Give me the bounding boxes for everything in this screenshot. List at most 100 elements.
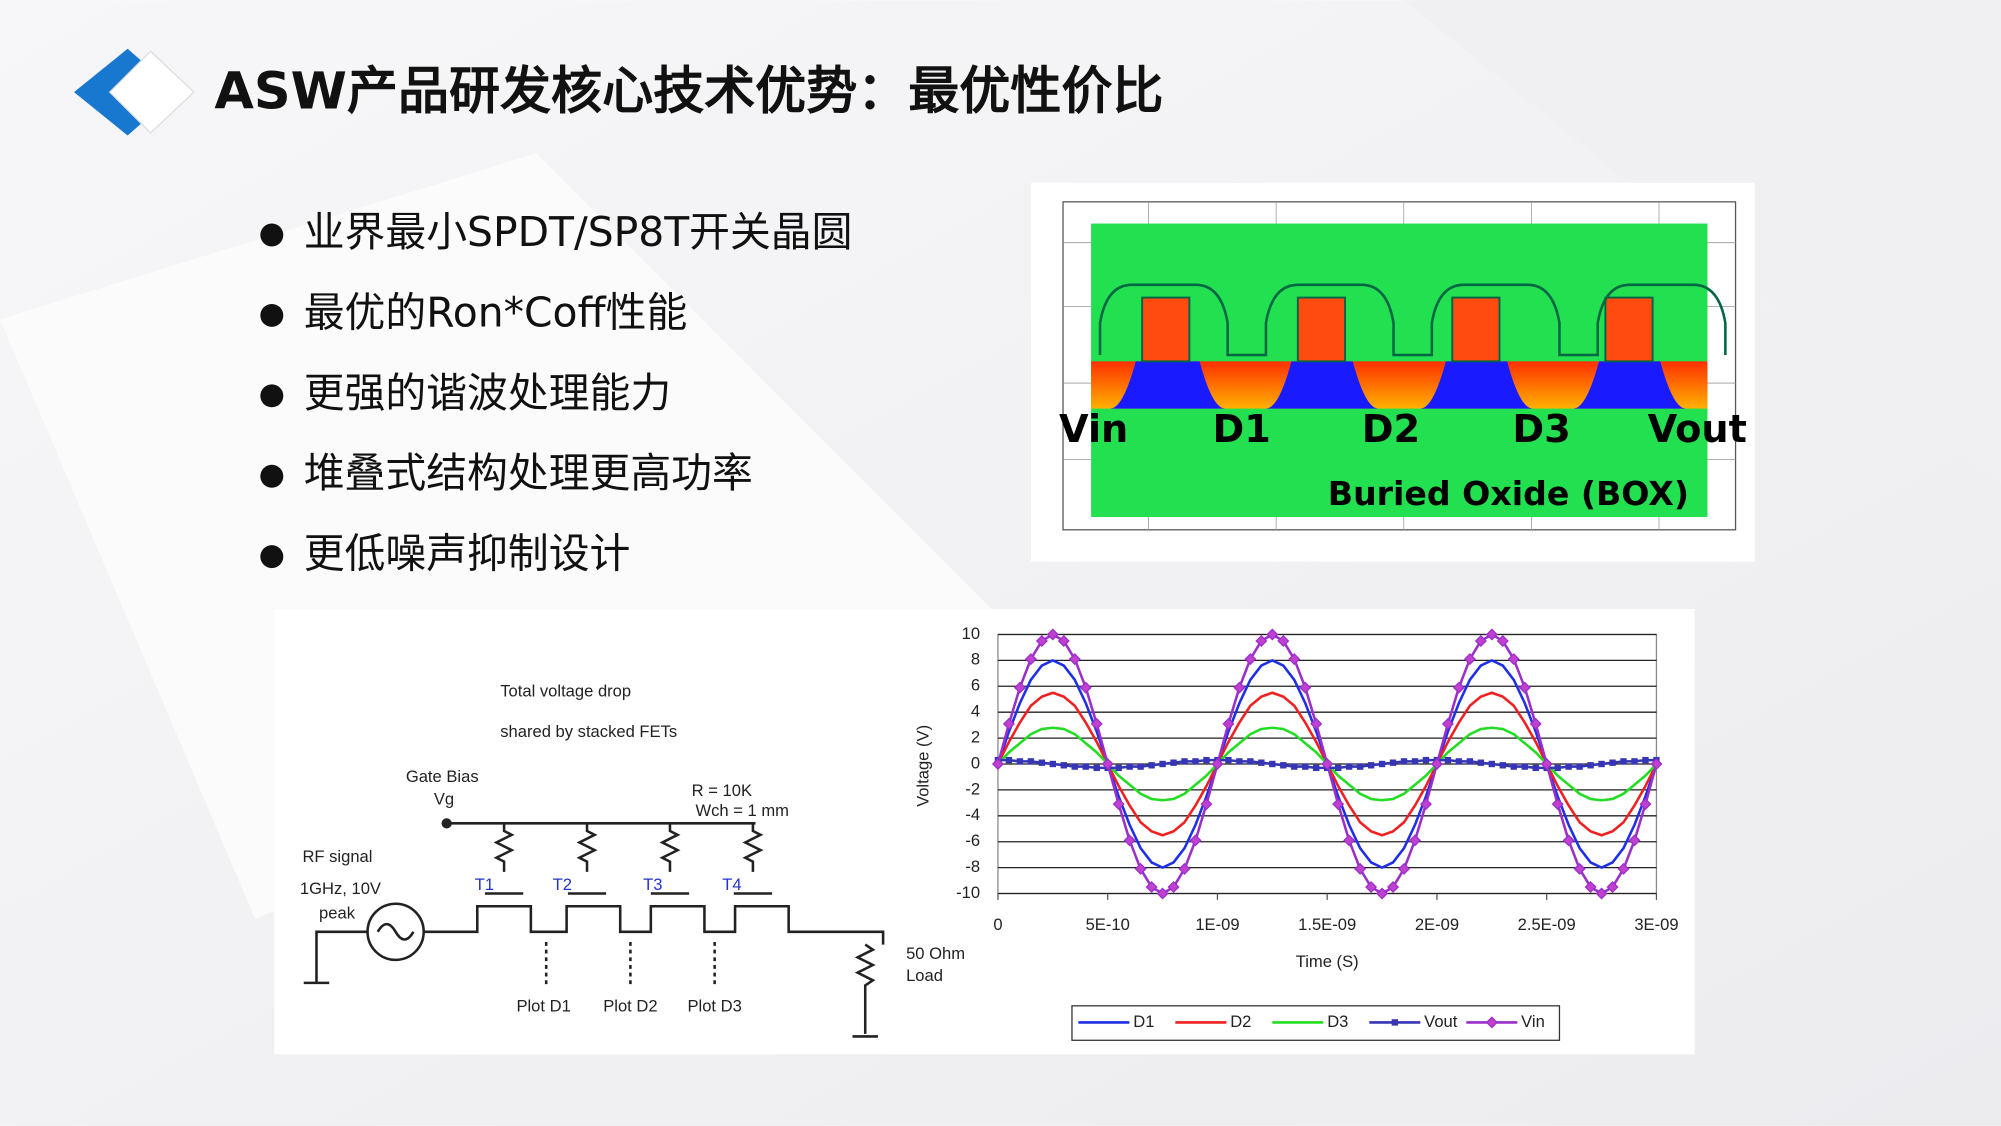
marker (1595, 887, 1608, 900)
marker (1167, 881, 1180, 894)
marker (1156, 887, 1169, 900)
marker (1430, 757, 1443, 771)
marker (1606, 881, 1619, 894)
x-tick-label: 3E-09 (1634, 915, 1678, 934)
x-tick-label: 2.5E-09 (1518, 915, 1576, 934)
marker (1584, 881, 1597, 894)
marker (1024, 653, 1037, 666)
chart: Voltage (V) Time (S) -10 -8 -6 -4 -2 0 2 4 6 8 10 0… (913, 624, 1679, 1041)
x-axis-label: Time (S) (1296, 952, 1359, 971)
marker (1071, 763, 1078, 770)
marker (1562, 834, 1575, 847)
marker (1518, 681, 1531, 694)
marker (1389, 759, 1397, 766)
marker (1631, 758, 1638, 765)
marker (1400, 758, 1408, 765)
y-tick-label: 8 (971, 650, 980, 669)
y-tick-label: -8 (965, 857, 980, 876)
marker (1170, 759, 1177, 766)
marker (1521, 763, 1528, 770)
marker (1378, 760, 1386, 768)
marker (1203, 756, 1210, 764)
marker (1628, 834, 1641, 847)
marker (1419, 798, 1432, 811)
marker (1258, 759, 1265, 766)
fet-label: T3 (643, 875, 662, 894)
marker (1313, 764, 1320, 772)
marker (1565, 763, 1572, 770)
x-tick-label: 1.5E-09 (1298, 915, 1356, 934)
y-tick-label: 0 (971, 753, 980, 772)
label: RF signal (302, 847, 372, 866)
marker (1507, 653, 1520, 666)
marker (1192, 758, 1199, 765)
y-tick-label: 4 (971, 702, 980, 721)
marker (1005, 756, 1013, 764)
marker (991, 757, 1004, 771)
marker (1269, 760, 1276, 768)
marker (1247, 758, 1254, 765)
node-label: D1 (1212, 407, 1270, 452)
y-tick-label: 6 (971, 676, 980, 695)
label: 1GHz, 10V (300, 879, 381, 898)
marker (1049, 760, 1057, 768)
marker (1463, 653, 1476, 666)
marker (1233, 681, 1246, 694)
marker (1354, 862, 1367, 875)
marker (1510, 763, 1517, 770)
probe-label: Plot D2 (603, 996, 657, 1015)
node-label: D2 (1362, 407, 1420, 452)
bullet-text: 最优的Ron*Coff性能 (304, 288, 688, 336)
marker (1302, 763, 1309, 770)
marker (1159, 760, 1166, 768)
marker (1013, 681, 1026, 694)
bullet-dot (260, 223, 284, 247)
marker (1046, 628, 1059, 641)
marker (1126, 763, 1133, 770)
x-tick-label: 5E-10 (1086, 915, 1130, 934)
marker (1266, 628, 1279, 641)
label: peak (319, 903, 356, 922)
marker (1488, 760, 1496, 768)
x-tick-label: 0 (993, 915, 1002, 934)
marker (1280, 762, 1287, 769)
node-label: D3 (1512, 407, 1570, 452)
marker (1477, 759, 1485, 766)
marker (1038, 759, 1046, 766)
marker (1485, 628, 1498, 641)
title: ASW产品研发核心技术优势：最优性价比 (214, 63, 1163, 122)
marker (1365, 881, 1378, 894)
bullet-list: 业界最小SPDT/SP8T开关晶圆最优的Ron*Coff性能更强的谐波处理能力堆… (260, 208, 852, 578)
marker (1441, 717, 1454, 730)
marker (1321, 757, 1334, 771)
marker (1334, 764, 1342, 772)
marker (1356, 763, 1364, 770)
marker (1178, 862, 1191, 875)
marker (1343, 834, 1356, 847)
marker (1123, 834, 1136, 847)
legend-label: D3 (1327, 1012, 1348, 1031)
marker (1444, 756, 1452, 764)
marker (1112, 798, 1125, 811)
caption: shared by stacked FETs (500, 722, 677, 741)
y-tick-label: -10 (956, 883, 980, 902)
marker (1093, 764, 1100, 772)
marker (1642, 756, 1649, 764)
fet-label: T2 (553, 875, 572, 894)
marker (1391, 1019, 1399, 1026)
marker (1189, 834, 1202, 847)
label: R = 10K (692, 781, 752, 800)
y-tick-label: -6 (965, 831, 980, 850)
bullet-dot (260, 303, 284, 327)
marker (1222, 717, 1235, 730)
label: Vg (434, 790, 454, 809)
marker (1408, 834, 1421, 847)
marker (1310, 717, 1323, 730)
y-tick-label: -4 (965, 805, 980, 824)
marker (1145, 881, 1158, 894)
marker (1060, 762, 1067, 769)
legend-label: D1 (1133, 1012, 1154, 1031)
marker (1079, 681, 1092, 694)
marker (1115, 764, 1122, 772)
marker (1291, 763, 1298, 770)
